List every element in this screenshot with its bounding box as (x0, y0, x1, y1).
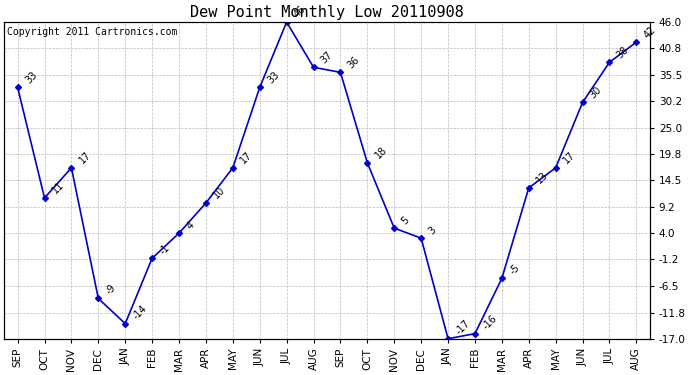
Text: 30: 30 (588, 85, 604, 100)
Text: 13: 13 (534, 170, 550, 186)
Text: 33: 33 (265, 69, 281, 85)
Text: 18: 18 (373, 145, 388, 160)
Text: 17: 17 (77, 150, 92, 166)
Text: 3: 3 (426, 225, 438, 236)
Text: 10: 10 (211, 185, 227, 201)
Text: 38: 38 (615, 44, 631, 60)
Text: -1: -1 (158, 242, 172, 256)
Text: 33: 33 (23, 69, 39, 85)
Text: Copyright 2011 Cartronics.com: Copyright 2011 Cartronics.com (8, 27, 178, 37)
Text: 11: 11 (50, 180, 66, 196)
Text: 46: 46 (292, 4, 308, 20)
Text: 5: 5 (400, 214, 411, 226)
Text: -9: -9 (104, 282, 118, 296)
Text: 36: 36 (346, 54, 362, 70)
Text: -5: -5 (507, 262, 522, 276)
Title: Dew Point Monthly Low 20110908: Dew Point Monthly Low 20110908 (190, 4, 464, 20)
Text: 37: 37 (319, 49, 335, 65)
Text: -16: -16 (480, 313, 499, 332)
Text: -17: -17 (453, 318, 472, 336)
Text: 42: 42 (642, 24, 658, 40)
Text: -14: -14 (131, 303, 149, 321)
Text: 17: 17 (238, 150, 254, 166)
Text: 17: 17 (561, 150, 577, 166)
Text: 4: 4 (185, 220, 196, 231)
